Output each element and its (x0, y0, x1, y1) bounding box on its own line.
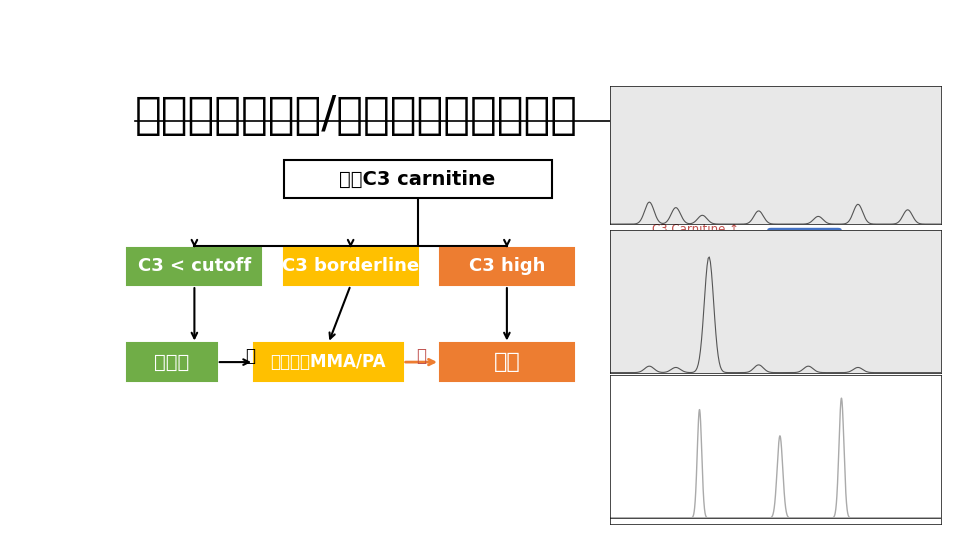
Text: C3 < cutoff: C3 < cutoff (138, 258, 251, 275)
Text: MMA: MMA (757, 299, 800, 313)
FancyBboxPatch shape (440, 248, 574, 285)
Text: Succinic
acid: Succinic acid (685, 342, 737, 370)
Text: Normal: Normal (665, 123, 708, 133)
Text: 確認: 確認 (493, 352, 520, 372)
Text: C3 Carnitine ↑: C3 Carnitine ↑ (652, 222, 739, 235)
Text: C3 high: C3 high (468, 258, 545, 275)
Text: 針對甲基丙二酸/丙酸血症的篩檢流程: 針對甲基丙二酸/丙酸血症的篩檢流程 (134, 94, 578, 137)
FancyBboxPatch shape (253, 343, 403, 381)
FancyBboxPatch shape (440, 343, 574, 381)
FancyBboxPatch shape (128, 343, 217, 381)
Text: C3 borderline: C3 borderline (282, 258, 420, 275)
FancyBboxPatch shape (284, 160, 551, 198)
FancyBboxPatch shape (284, 248, 418, 285)
Text: Lactic
Acid: Lactic Acid (634, 308, 670, 336)
FancyBboxPatch shape (128, 248, 261, 285)
Text: 測定C3 carnitine: 測定C3 carnitine (340, 170, 495, 188)
Text: 低風險: 低風險 (155, 353, 190, 372)
Text: 有: 有 (417, 347, 426, 365)
Text: 檢測血片MMA/PA: 檢測血片MMA/PA (271, 353, 386, 371)
FancyBboxPatch shape (652, 118, 723, 138)
Text: MMA/PA: MMA/PA (780, 233, 828, 243)
Text: 無: 無 (245, 347, 255, 365)
FancyBboxPatch shape (767, 228, 842, 248)
